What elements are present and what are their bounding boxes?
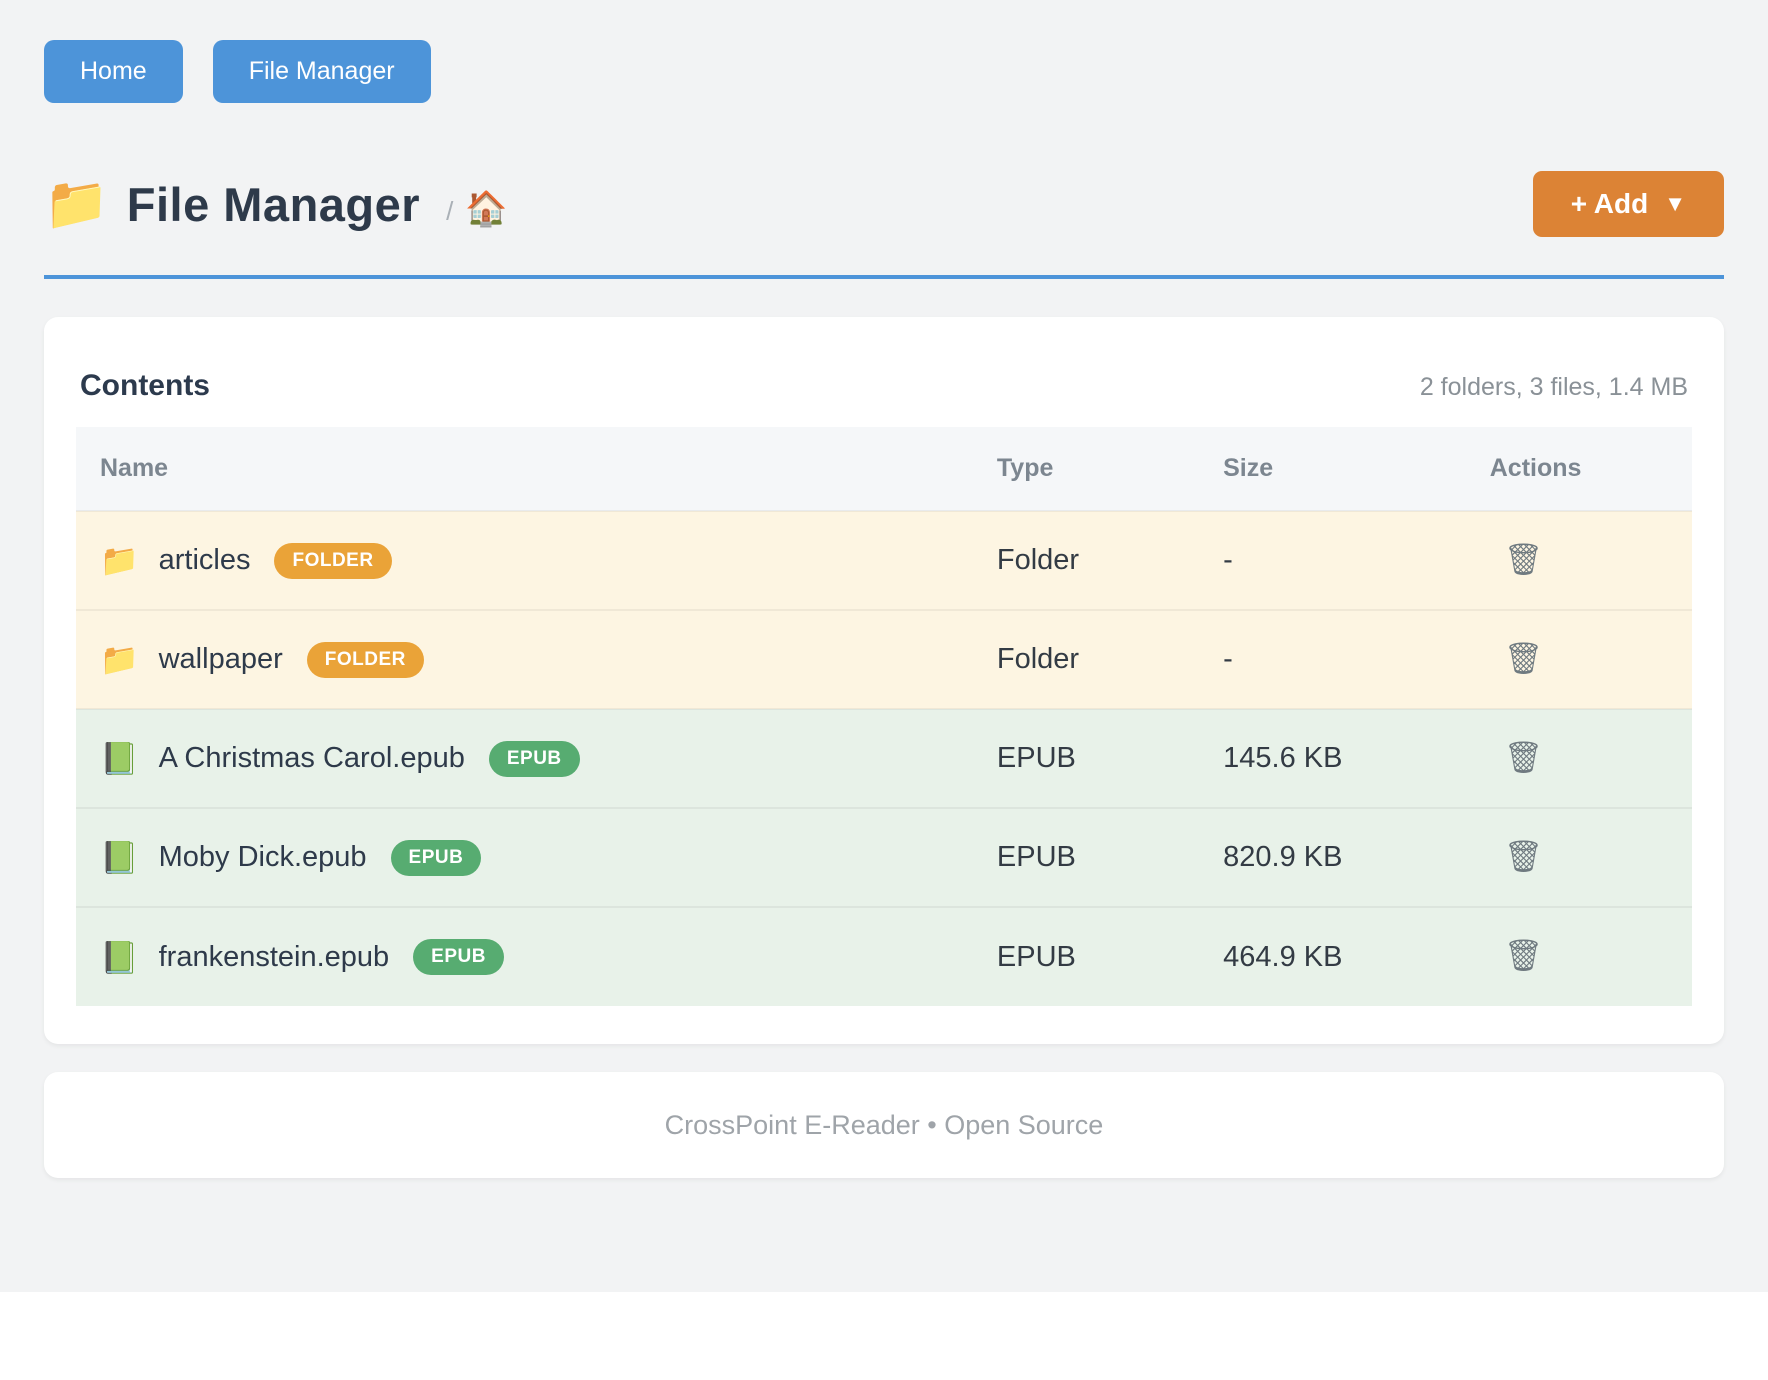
file-manager-nav-button[interactable]: File Manager [212, 40, 431, 103]
file-badge: EPUB [488, 740, 580, 777]
file-type-icon: 📁 [100, 642, 139, 677]
trash-icon: 🗑 [1503, 938, 1544, 973]
table-row: 📗 Moby Dick.epub EPUB EPUB 820.9 KB 🗑 [76, 807, 1692, 907]
file-name[interactable]: A Christmas Carol.epub [158, 742, 465, 774]
delete-button[interactable]: 🗑 [1490, 643, 1543, 674]
file-table-body: 📁 articles FOLDER Folder - 🗑 📁 wallpaper… [76, 510, 1692, 1006]
table-row: 📗 A Christmas Carol.epub EPUB EPUB 145.6… [76, 708, 1692, 808]
file-size: - [1223, 544, 1233, 576]
file-name[interactable]: wallpaper [158, 643, 283, 675]
home-nav-button[interactable]: Home [44, 40, 183, 103]
delete-button[interactable]: 🗑 [1490, 940, 1543, 971]
file-badge: EPUB [390, 839, 482, 876]
file-type: Folder [996, 544, 1080, 576]
footer-text: CrossPoint E-Reader • Open Source [664, 1109, 1104, 1140]
delete-button[interactable]: 🗑 [1490, 742, 1543, 773]
file-type-icon: 📗 [100, 840, 139, 875]
column-header-actions: Actions [1465, 427, 1692, 511]
column-header-size[interactable]: Size [1199, 427, 1466, 511]
file-name[interactable]: frankenstein.epub [158, 940, 390, 973]
trash-icon: 🗑 [1503, 640, 1544, 676]
file-size: 464.9 KB [1223, 940, 1343, 973]
file-name[interactable]: articles [158, 544, 251, 576]
footer-card: CrossPoint E-Reader • Open Source [44, 1072, 1724, 1178]
file-table-header: Name Type Size Actions [76, 427, 1692, 511]
trash-icon: 🗑 [1503, 541, 1544, 577]
contents-card-header: Contents 2 folders, 3 files, 1.4 MB [76, 351, 1692, 427]
file-type-icon: 📁 [100, 543, 139, 578]
column-header-type[interactable]: Type [972, 427, 1200, 511]
delete-button[interactable]: 🗑 [1490, 544, 1543, 575]
file-badge: EPUB [413, 939, 504, 975]
file-badge: FOLDER [306, 641, 424, 678]
page-title: File Manager [126, 177, 421, 231]
contents-card: Contents 2 folders, 3 files, 1.4 MB Name… [44, 317, 1724, 1044]
file-name[interactable]: Moby Dick.epub [158, 841, 367, 873]
contents-title: Contents [80, 369, 210, 402]
home-icon[interactable]: 🏠 [465, 190, 508, 228]
breadcrumb-separator: / [446, 195, 454, 226]
page: Home File Manager 📁 File Manager / 🏠 + A… [0, 0, 1768, 1292]
file-size: 820.9 KB [1223, 841, 1343, 873]
file-type: EPUB [996, 841, 1076, 873]
add-button-label: + Add [1570, 188, 1649, 219]
page-header: 📁 File Manager / 🏠 + Add ▼ [44, 171, 1724, 237]
table-row: 📁 wallpaper FOLDER Folder - 🗑 [76, 609, 1692, 709]
page-bottom-whitespace [0, 1292, 1768, 1380]
file-type: Folder [996, 643, 1080, 675]
trash-icon: 🗑 [1503, 838, 1544, 874]
table-row: 📁 articles FOLDER Folder - 🗑 [76, 510, 1692, 610]
trash-icon: 🗑 [1503, 739, 1544, 775]
header-divider [44, 275, 1724, 279]
file-badge: FOLDER [274, 542, 392, 579]
chevron-down-icon: ▼ [1664, 191, 1686, 216]
table-row: 📗 frankenstein.epub EPUB EPUB 464.9 KB 🗑 [76, 906, 1692, 1006]
top-nav: Home File Manager [44, 40, 1724, 103]
file-size: - [1223, 643, 1233, 675]
file-type: EPUB [996, 940, 1076, 973]
column-header-name[interactable]: Name [76, 427, 973, 511]
file-type: EPUB [996, 742, 1076, 774]
file-table: Name Type Size Actions 📁 articles FOLDER… [76, 427, 1692, 1006]
contents-summary: 2 folders, 3 files, 1.4 MB [1419, 373, 1688, 401]
add-button[interactable]: + Add ▼ [1532, 171, 1724, 237]
delete-button[interactable]: 🗑 [1490, 841, 1543, 872]
file-type-icon: 📗 [100, 939, 139, 975]
title-group: 📁 File Manager / 🏠 [44, 177, 508, 232]
file-type-icon: 📗 [100, 741, 139, 776]
folder-icon: 📁 [44, 175, 109, 233]
file-size: 145.6 KB [1223, 742, 1343, 774]
